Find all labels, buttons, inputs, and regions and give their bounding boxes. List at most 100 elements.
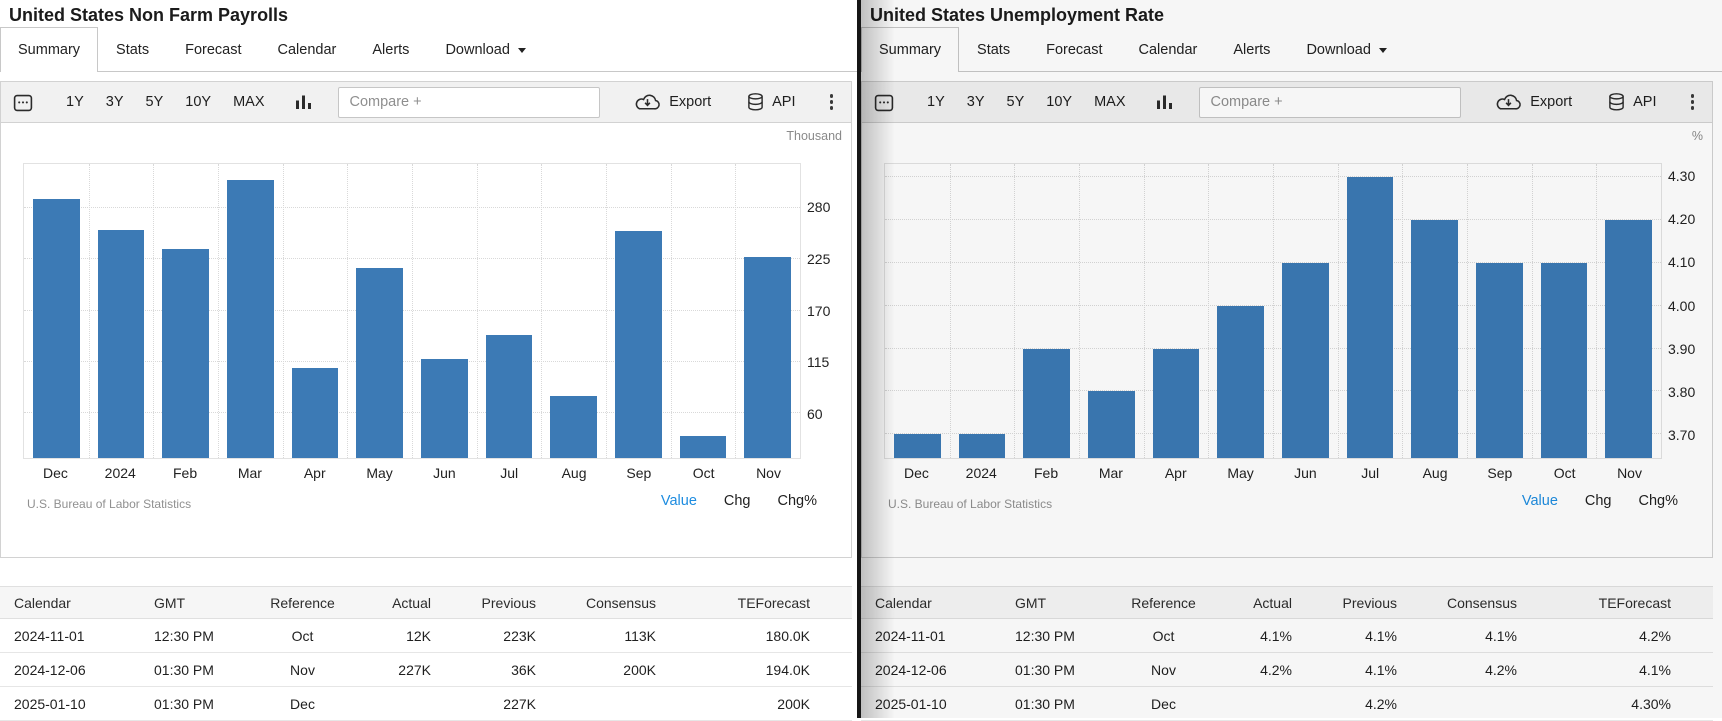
series-link-value[interactable]: Value [1521, 493, 1558, 509]
column-header-previous: Previous [1306, 586, 1411, 619]
bar-2024[interactable] [97, 230, 145, 458]
bar-sep[interactable] [1476, 262, 1523, 458]
range-1y[interactable]: 1Y [918, 94, 954, 110]
column-header-teforecast: TEForecast [670, 586, 852, 619]
column-header-reference: Reference [1116, 586, 1211, 619]
table-cell: 180.0K [670, 618, 852, 653]
table-cell: 4.2% [1411, 652, 1531, 687]
bar-sep[interactable] [615, 231, 662, 458]
bar-apr[interactable] [1152, 348, 1200, 458]
calendar-icon[interactable] [874, 93, 894, 112]
bar-feb[interactable] [162, 248, 209, 458]
tab-download[interactable]: Download [427, 27, 544, 71]
tab-forecast[interactable]: Forecast [1028, 27, 1120, 71]
compare-input[interactable] [338, 86, 601, 118]
bar-mar[interactable] [227, 179, 274, 458]
range-max[interactable]: MAX [1085, 94, 1134, 110]
range-10y[interactable]: 10Y [1037, 94, 1081, 110]
bar-jul[interactable] [1346, 176, 1394, 458]
export-button[interactable]: Export [634, 93, 711, 112]
bar-slot [541, 164, 606, 458]
gridline [347, 164, 349, 458]
tab-alerts[interactable]: Alerts [1215, 27, 1288, 71]
bar-jun[interactable] [1282, 262, 1329, 458]
bar-dec[interactable] [33, 198, 80, 458]
tab-summary[interactable]: Summary [0, 27, 99, 72]
x-tick-label: Jul [500, 465, 519, 481]
api-button[interactable]: API [1608, 92, 1657, 112]
table-row: 2024-12-06 01:30 PM Nov 4.2% 4.1% 4.2% 4.1% [861, 652, 1713, 687]
range-10y[interactable]: 10Y [176, 94, 220, 110]
series-link-chg[interactable]: Chg [723, 493, 751, 509]
bar-mar[interactable] [1088, 391, 1135, 458]
table-cell: 12:30 PM [1001, 618, 1116, 653]
table-cell: 01:30 PM [1001, 652, 1116, 687]
table-cell: 4.1% [1306, 652, 1411, 687]
database-icon [748, 93, 763, 111]
bar-feb[interactable] [1023, 348, 1070, 458]
tab-calendar[interactable]: Calendar [1121, 27, 1216, 71]
table-cell: 4.2% [1531, 618, 1713, 653]
range-5y[interactable]: 5Y [998, 94, 1034, 110]
bar-2024[interactable] [958, 434, 1006, 458]
range-3y[interactable]: 3Y [97, 94, 133, 110]
bar-aug[interactable] [550, 396, 597, 458]
y-tick-label: 4.10 [1668, 254, 1696, 271]
tab-stats[interactable]: Stats [98, 27, 167, 71]
range-1y[interactable]: 1Y [57, 94, 93, 110]
bar-slot [1338, 164, 1403, 458]
series-link-chg[interactable]: Chg [1584, 493, 1612, 509]
bar-dec[interactable] [894, 434, 941, 458]
compare-input[interactable] [1199, 86, 1462, 118]
bar-oct[interactable] [679, 435, 727, 458]
tab-calendar[interactable]: Calendar [260, 27, 355, 71]
column-header-previous: Previous [445, 586, 550, 619]
tab-label: Forecast [185, 41, 242, 58]
bar-nov[interactable] [744, 257, 791, 458]
tab-forecast[interactable]: Forecast [167, 27, 259, 71]
bar-oct[interactable] [1540, 262, 1588, 458]
bar-nov[interactable] [1605, 219, 1652, 458]
bar-jun[interactable] [421, 359, 468, 458]
gridline [1273, 164, 1274, 458]
range-3y[interactable]: 3Y [958, 94, 994, 110]
y-axis-labels: 60 115 170 225 280 [807, 163, 853, 459]
api-button[interactable]: API [747, 92, 796, 112]
tab-alerts[interactable]: Alerts [354, 27, 427, 71]
bar-apr[interactable] [291, 368, 339, 458]
tab-download[interactable]: Download [1288, 27, 1405, 71]
bars-layer [885, 164, 1661, 458]
chart-type-icon[interactable] [1156, 93, 1173, 111]
table-cell: 12K [350, 618, 445, 653]
series-link-chgpct[interactable]: Chg% [1638, 493, 1679, 509]
series-link-chgpct[interactable]: Chg% [777, 493, 818, 509]
calendar-icon[interactable] [13, 93, 33, 112]
table-cell: 2025-01-10 [0, 686, 140, 721]
x-tick-label: Jun [433, 465, 456, 481]
x-tick-label: Dec [42, 465, 68, 481]
api-label: API [772, 94, 796, 110]
tab-summary[interactable]: Summary [861, 27, 960, 72]
table-cell [1411, 686, 1531, 721]
kebab-menu-icon[interactable] [1685, 92, 1701, 112]
kebab-menu-icon[interactable] [824, 92, 840, 112]
tab-stats[interactable]: Stats [959, 27, 1028, 71]
window-divider[interactable] [857, 0, 861, 718]
export-button[interactable]: Export [1495, 93, 1572, 112]
chart-type-icon[interactable] [295, 93, 312, 111]
tab-label: Alerts [1233, 41, 1271, 58]
bar-may[interactable] [1217, 305, 1264, 458]
bar-jul[interactable] [485, 334, 533, 458]
y-tick-label: 4.30 [1668, 167, 1696, 184]
range-5y[interactable]: 5Y [137, 94, 173, 110]
x-axis-labels: Dec 2024 Feb Mar Apr May Jun Jul Aug Sep Oct Nov [23, 465, 801, 481]
bar-slot [950, 164, 1015, 458]
bar-aug[interactable] [1411, 219, 1458, 458]
range-max[interactable]: MAX [224, 94, 273, 110]
column-header-gmt: GMT [140, 586, 255, 619]
x-tick-label: Mar [1098, 465, 1123, 481]
series-link-value[interactable]: Value [660, 493, 697, 509]
table-cell [550, 686, 670, 721]
bar-may[interactable] [356, 267, 403, 458]
